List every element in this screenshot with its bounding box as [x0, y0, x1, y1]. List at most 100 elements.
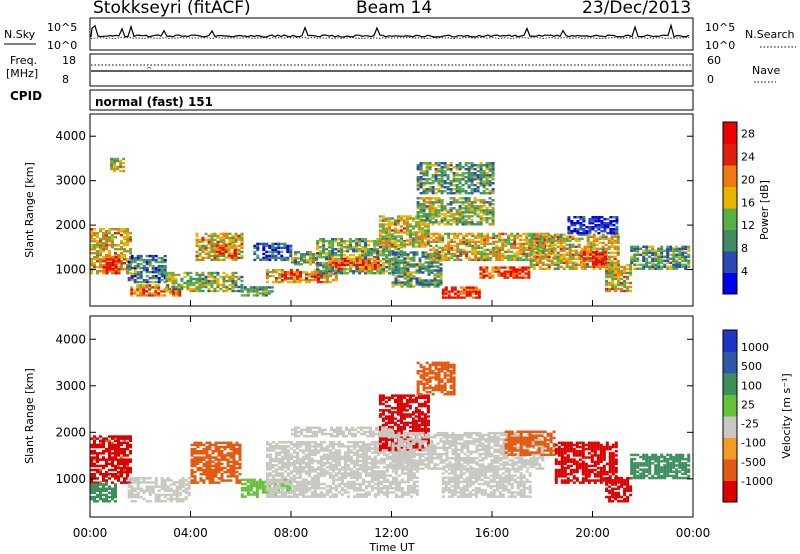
heatmap-cell [295, 468, 299, 471]
heatmap-cell [417, 241, 421, 244]
heatmap-cell [325, 276, 329, 280]
heatmap-cell [93, 462, 96, 466]
heatmap-cell [322, 242, 326, 245]
heatmap-cell [110, 165, 114, 169]
heatmap-cell [93, 238, 96, 241]
heatmap-cell [681, 253, 685, 256]
heatmap-cell [474, 246, 478, 250]
heatmap-cell [449, 223, 453, 226]
heatmap-cell [498, 258, 502, 262]
heatmap-cell [346, 248, 350, 251]
heatmap-cell [114, 487, 117, 490]
heatmap-cell [402, 243, 406, 246]
heatmap-cell [562, 253, 566, 256]
heatmap-cell [322, 248, 326, 251]
heatmap-cell [381, 225, 385, 228]
heatmap-cell [559, 253, 563, 256]
heatmap-cell [233, 252, 237, 255]
heatmap-cell [284, 275, 287, 278]
heatmap-cell [211, 452, 215, 455]
heatmap-cell [216, 283, 220, 287]
heatmap-cell [437, 164, 441, 167]
heatmap-cell [367, 261, 371, 264]
heatmap-cell [117, 248, 120, 251]
heatmap-cell [157, 260, 161, 264]
heatmap-cell [298, 280, 302, 284]
heatmap-cell [465, 250, 469, 254]
heatmap-cell [181, 477, 185, 480]
heatmap-cell [234, 279, 238, 283]
heatmap-cell [119, 159, 123, 163]
heatmap-cell [289, 248, 293, 252]
heatmap-cell [529, 237, 533, 240]
heatmap-cell [274, 242, 278, 246]
heatmap-cell [556, 233, 560, 236]
heatmap-cell [300, 263, 303, 266]
heatmap-cell [240, 238, 244, 242]
heatmap-cell [437, 213, 441, 216]
heatmap-cell [123, 447, 126, 451]
heatmap-cell [559, 261, 563, 264]
heatmap-cell [518, 276, 522, 279]
heatmap-cell [547, 233, 551, 236]
heatmap-cell [645, 257, 649, 260]
heatmap-cell [240, 482, 244, 486]
heatmap-cell [213, 258, 217, 262]
heatmap-cell [488, 174, 492, 177]
heatmap-cell [166, 284, 170, 287]
heatmap-cell [406, 265, 410, 268]
heatmap-cell [423, 241, 427, 244]
heatmap-cell [507, 236, 511, 240]
heatmap-cell [283, 455, 287, 459]
heatmap-cell [364, 263, 368, 266]
heatmap-cell [471, 258, 475, 262]
heatmap-cell [120, 475, 123, 478]
heatmap-cell [142, 264, 146, 268]
heatmap-cell [271, 274, 275, 278]
heatmap-cell [277, 459, 281, 463]
heatmap-cell [126, 240, 129, 243]
heatmap-cell [157, 489, 161, 492]
heatmap-cell [381, 235, 385, 238]
heatmap-cell [102, 483, 105, 486]
heatmap-cell [334, 261, 338, 264]
heatmap-cell [409, 277, 413, 280]
heatmap-cell [660, 257, 664, 260]
heatmap-cell [216, 279, 220, 283]
heatmap-cell [168, 277, 172, 281]
heatmap-cell [547, 239, 551, 242]
heatmap-cell [614, 285, 618, 289]
heatmap-cell [340, 238, 344, 241]
heatmap-cell [102, 242, 105, 245]
heatmap-cell [574, 263, 578, 266]
heatmap-cell [468, 286, 472, 289]
heatmap-cell [373, 267, 377, 270]
heatmap-cell [316, 274, 320, 278]
heatmap-cell [568, 237, 572, 240]
freq-right-bottom: 0 [707, 73, 714, 86]
heatmap-cell [529, 263, 533, 266]
heatmap-cell [331, 250, 335, 253]
heatmap-cell [470, 172, 474, 175]
heatmap-cell [379, 260, 383, 263]
heatmap-cell [289, 489, 293, 492]
heatmap-cell [603, 255, 607, 258]
heatmap-cell [114, 493, 117, 497]
heatmap-cell [316, 252, 320, 255]
heatmap-cell [127, 268, 131, 272]
heatmap-cell [280, 495, 284, 498]
heatmap-cell [544, 249, 548, 252]
heatmap-cell [470, 215, 474, 218]
heatmap-cell [277, 246, 281, 250]
heatmap-cell [479, 172, 483, 175]
heatmap-cell [390, 235, 394, 238]
heatmap-cell [522, 248, 526, 252]
heatmap-cell [427, 257, 431, 260]
heatmap-cell [358, 263, 362, 266]
heatmap-cell [597, 259, 601, 262]
heatmap-cell [464, 192, 468, 195]
heatmap-cell [130, 278, 134, 282]
heatmap-cell [467, 186, 471, 189]
heatmap-cell [367, 259, 371, 262]
